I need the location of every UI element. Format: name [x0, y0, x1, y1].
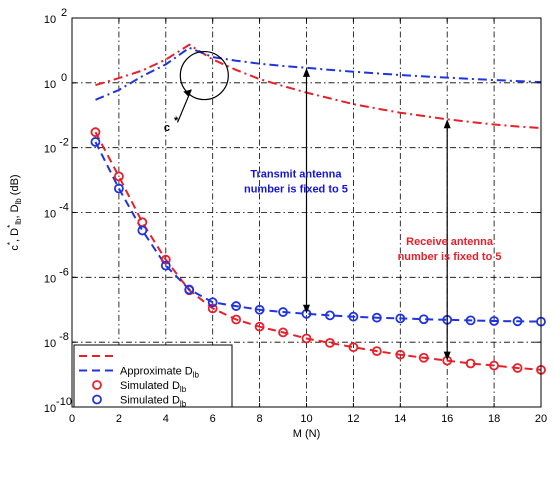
y-tick-exponent: -10: [56, 396, 72, 408]
receive-annotation: number is fixed to 5: [398, 251, 502, 263]
annotations: c * Transmit antenna number is fixed to 5 Re…: [164, 50, 502, 361]
data-point: [489, 360, 500, 371]
x-tick-label: 8: [257, 413, 263, 425]
y-tick-label: 10: [44, 79, 56, 91]
data-point: [301, 333, 312, 344]
x-tick-label: 20: [535, 413, 547, 425]
y-tick-exponent: -6: [59, 266, 69, 278]
data-point: [160, 254, 171, 265]
data-point: [325, 337, 335, 348]
cstar-arrowhead: [183, 89, 192, 97]
legend-label-subscript: lb: [180, 400, 187, 409]
legend-marker: [92, 394, 102, 405]
x-tick-label: 10: [300, 413, 312, 425]
data-point: [114, 171, 124, 182]
x-tick-label: 16: [441, 413, 453, 425]
transmit-arrow-head-top: [303, 67, 310, 77]
y-tick-exponent: -8: [59, 331, 69, 343]
y-axis-label-part: (dB): [9, 174, 21, 198]
data-point: [254, 304, 265, 315]
y-axis-label-part: , D: [9, 204, 21, 218]
y-axis-label-part: lb: [14, 198, 23, 205]
data-point: [90, 137, 101, 147]
legend-label-subscript: lb: [193, 371, 200, 380]
series-line: [95, 46, 542, 101]
cstar-label-sup: *: [174, 115, 179, 127]
ticks: 0 2 4 6 8 10 12 14 16 18 2010-1010-810-610-410-210…: [44, 7, 547, 425]
data-point: [90, 127, 101, 138]
y-axis-label-part: lb: [14, 218, 23, 225]
data-point: [231, 314, 242, 325]
data-point: [137, 225, 148, 236]
transmit-arrow-head-bottom: [303, 304, 310, 314]
y-tick-label: 10: [44, 273, 56, 285]
x-tick-label: 0: [69, 413, 75, 425]
legend-label: Approximate Dlb: [120, 366, 200, 380]
data-point: [465, 315, 476, 326]
data-point: [395, 313, 406, 324]
legend-marker: [92, 380, 102, 390]
data-point: [395, 349, 406, 360]
data-point: [114, 183, 124, 194]
y-axis-label-part: c: [9, 245, 21, 251]
cstar-label: c: [164, 122, 170, 134]
y-tick-exponent: -2: [59, 137, 69, 149]
data-point: [418, 314, 429, 325]
y-tick-label: 10: [44, 209, 56, 221]
data-point: [512, 363, 523, 373]
data-point: [207, 297, 218, 308]
y-tick-label: 10: [44, 403, 56, 415]
data-point: [160, 260, 171, 271]
legend-label-subscript: lb: [180, 385, 187, 394]
y-axis-label-part: *: [6, 225, 15, 228]
transmit-annotation: number is fixed to 5: [244, 184, 348, 196]
y-tick-exponent: -4: [59, 202, 69, 214]
legend-label: Simulated Dlb: [120, 395, 187, 409]
y-tick-label: 10: [44, 144, 56, 156]
data-point: [254, 321, 265, 332]
data-point: [278, 327, 288, 338]
data-point: [418, 352, 429, 363]
data-point: [207, 303, 218, 314]
x-tick-label: 12: [347, 413, 359, 425]
receive-arrow-head-top: [443, 119, 451, 129]
data-point: [278, 307, 288, 317]
data-point: [512, 316, 523, 327]
x-tick-label: 18: [488, 413, 500, 425]
y-axis-label: c*, D*lb, Dlb (dB): [6, 174, 23, 250]
x-axis-label: M (N): [293, 428, 321, 440]
y-tick-label: 10: [44, 338, 56, 350]
series-line: [95, 43, 542, 130]
receive-annotation: Receive antenna: [406, 236, 494, 248]
data-point: [465, 358, 476, 369]
transmit-annotation: Transmit antenna: [250, 169, 342, 181]
y-tick-label: 10: [44, 14, 56, 26]
series-layer: [90, 43, 546, 375]
data-point: [371, 346, 382, 357]
data-point: [231, 301, 242, 311]
y-tick-exponent: 0: [61, 72, 67, 84]
legend-label: Simulated Dlb: [120, 380, 187, 394]
x-tick-label: 14: [394, 413, 406, 425]
x-tick-label: 2: [116, 413, 122, 425]
y-axis-label-part: , D: [9, 228, 21, 242]
x-tick-label: 6: [210, 413, 216, 425]
data-point: [184, 284, 195, 295]
highlight-circle: [179, 50, 229, 101]
data-point: [348, 311, 359, 322]
data-point: [325, 310, 335, 321]
x-tick-label: 4: [163, 413, 169, 425]
data-point: [489, 316, 500, 326]
receive-arrow-head-bottom: [443, 351, 451, 361]
data-point: [371, 312, 382, 323]
y-tick-exponent: 2: [61, 7, 67, 19]
cstar-pointer: [176, 89, 192, 123]
data-point: [348, 342, 359, 353]
y-axis-label-part: *: [6, 242, 15, 245]
